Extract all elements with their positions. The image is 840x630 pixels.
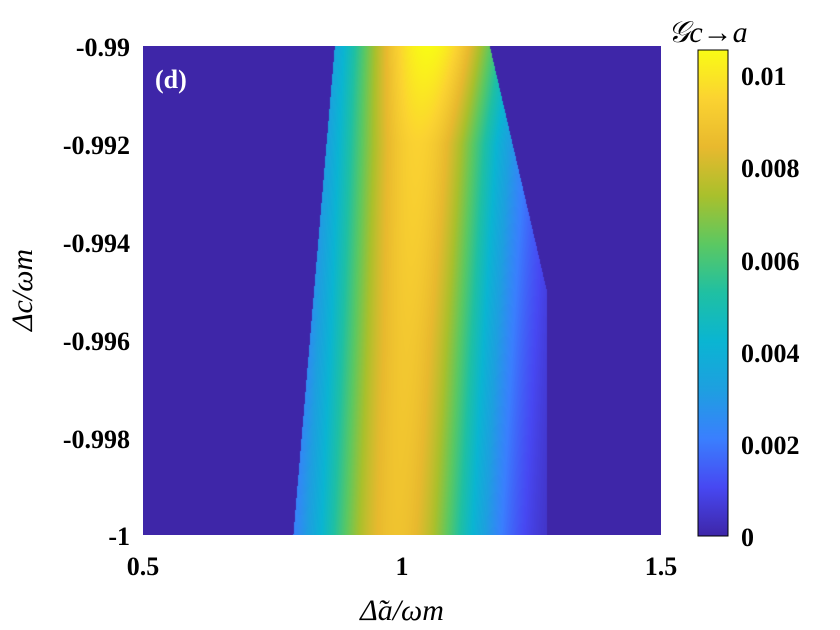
y-axis-label: Δc/ωm [6,249,39,332]
heatmap-image [143,46,661,535]
colorbar-tick-label: 0.004 [741,339,800,368]
colorbar-tick-label: 0.002 [741,431,800,460]
y-tick-label: -0.996 [63,327,130,356]
x-tick-label: 0.5 [127,552,160,581]
y-tick-label: -0.998 [63,425,130,454]
x-tick-label: 1 [396,552,409,581]
y-tick-label: -0.994 [63,229,130,258]
colorbar: 0.01 0.008 0.006 0.004 0.002 0 𝒢c→a [668,16,800,552]
colorbar-tick-label: 0 [741,523,754,552]
panel-label: (d) [155,65,187,94]
colorbar-tick-label: 0.01 [741,62,787,91]
y-axis: -0.99 -0.992 -0.994 -0.996 -0.998 -1 Δc/… [6,33,130,551]
y-tick-label: -0.992 [63,131,130,160]
colorbar-gradient [697,49,729,537]
y-tick-label: -0.99 [76,33,130,62]
x-axis-label: Δ̃a/ωm [359,594,444,627]
colorbar-label: 𝒢c→a [668,16,748,49]
y-tick-label: -1 [108,522,130,551]
x-tick-label: 1.5 [645,552,678,581]
colorbar-tick-label: 0.008 [741,154,800,183]
heatmap-plot-area: (d) [143,46,661,535]
colorbar-tick-label: 0.006 [741,247,800,276]
x-axis: 0.5 1 1.5 Δ̃a/ωm [127,552,678,627]
